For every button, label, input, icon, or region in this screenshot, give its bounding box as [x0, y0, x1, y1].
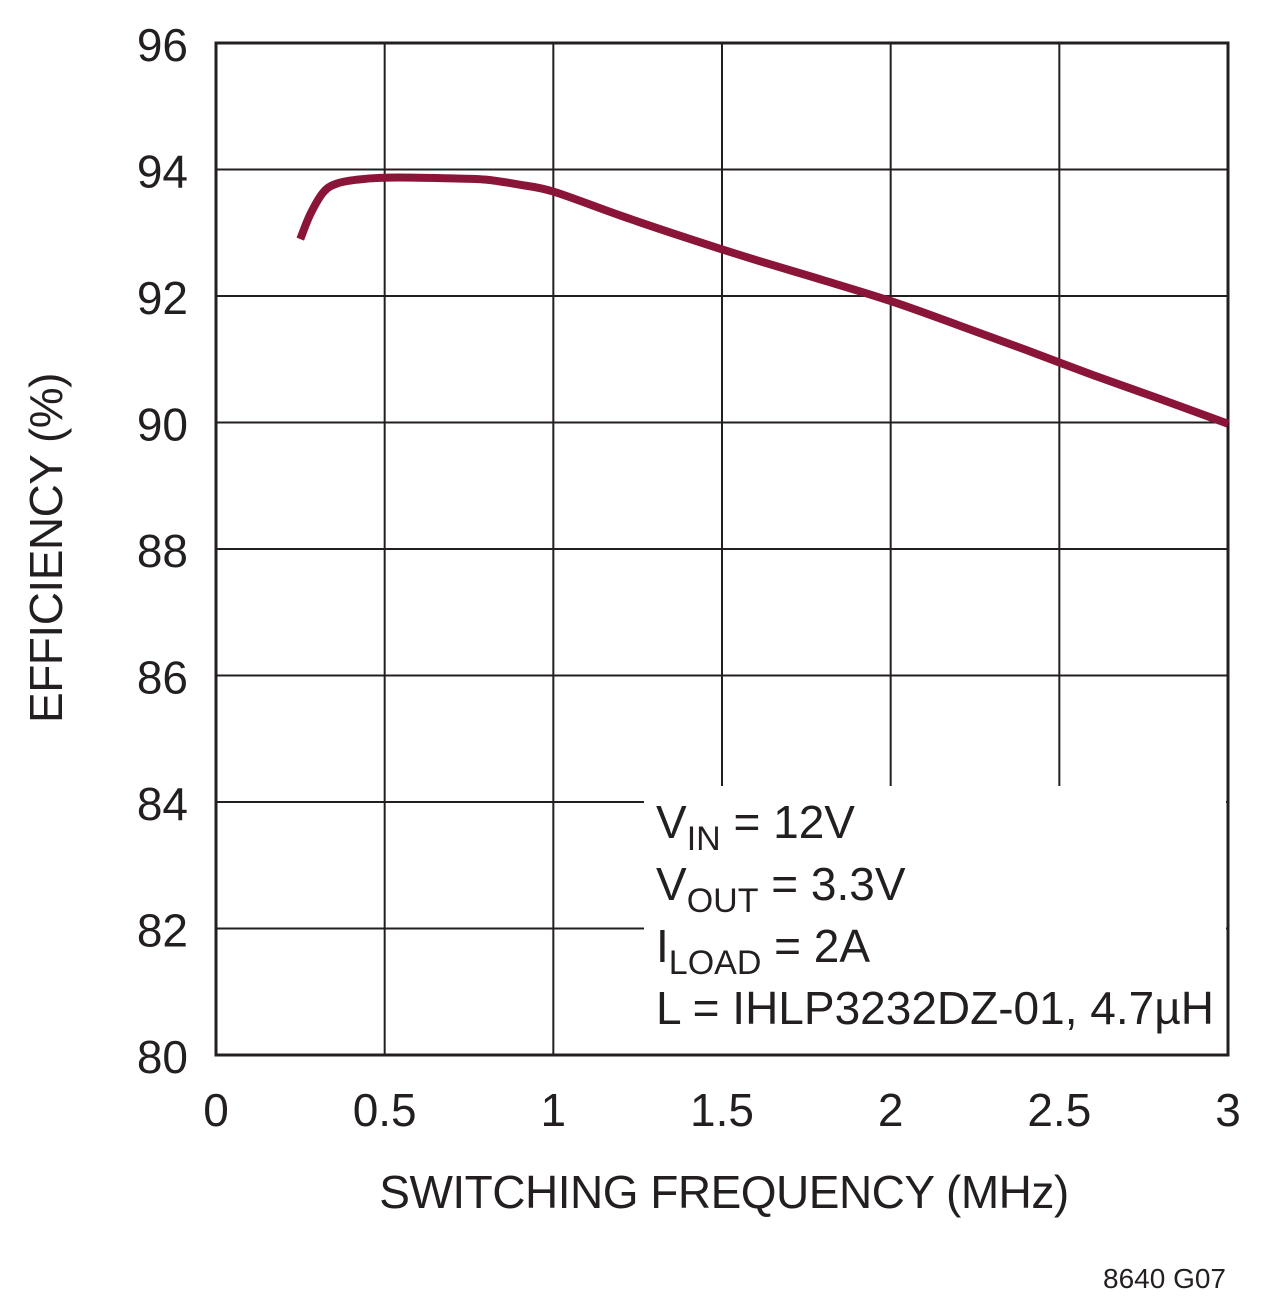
- efficiency-line-0: [296, 173, 1230, 428]
- y-tick-label: 94: [137, 146, 188, 198]
- y-tick-label: 80: [137, 1031, 188, 1083]
- series-layer: [296, 173, 1230, 428]
- figure-id: 8640 G07: [1103, 1263, 1226, 1294]
- plot-frame: [214, 41, 1230, 1057]
- x-tick-label: 2: [878, 1084, 904, 1136]
- y-tick-label: 96: [137, 19, 188, 71]
- y-tick-label: 88: [137, 525, 188, 577]
- y-tick-label: 92: [137, 272, 188, 324]
- y-tick-labels: 80 82 84 86 88 90 92 94 96: [137, 19, 188, 1083]
- y-axis-label: EFFICIENCY (%): [20, 373, 72, 723]
- y-tick-label: 86: [137, 652, 188, 704]
- x-tick-label: 1.5: [690, 1084, 754, 1136]
- conditions-box: [644, 786, 1226, 1054]
- plot-border: [214, 41, 1230, 1057]
- y-tick-label: 82: [137, 905, 188, 957]
- y-tick-label: 90: [137, 399, 188, 451]
- condition-line: ILOAD = 2A: [656, 920, 870, 982]
- condition-line: VOUT = 3.3V: [656, 858, 906, 920]
- y-tick-label: 84: [137, 778, 188, 830]
- x-axis-label: SWITCHING FREQUENCY (MHz): [379, 1166, 1068, 1218]
- condition-line: VIN = 12V: [656, 796, 855, 858]
- x-tick-label: 1: [541, 1084, 567, 1136]
- x-tick-label: 0.5: [353, 1084, 417, 1136]
- x-tick-label: 2.5: [1027, 1084, 1091, 1136]
- x-tick-label: 3: [1215, 1084, 1241, 1136]
- x-tick-label: 0: [203, 1084, 229, 1136]
- conditions-background: [644, 786, 1226, 1054]
- condition-line: L = IHLP3232DZ-01, 4.7µH: [656, 982, 1214, 1034]
- x-tick-labels: 0 0.5 1 1.5 2 2.5 3: [203, 1084, 1241, 1136]
